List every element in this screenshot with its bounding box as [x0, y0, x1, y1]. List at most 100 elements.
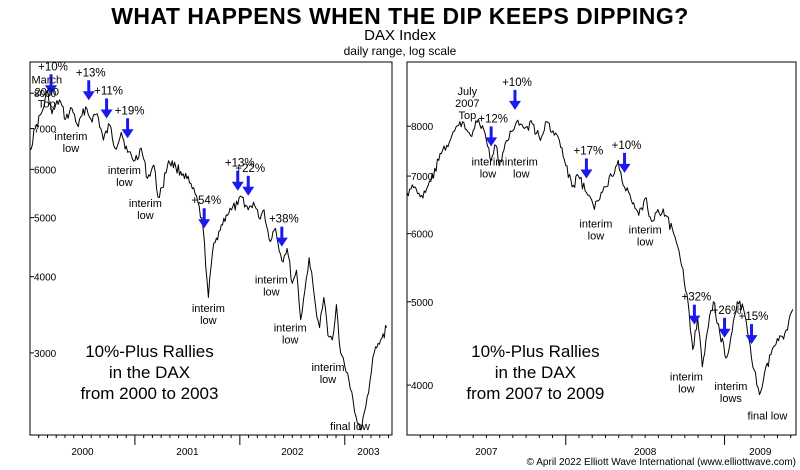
y-tick-label: 4000 — [411, 381, 434, 392]
annotation-line: low — [513, 169, 530, 181]
annotation-line: low — [320, 374, 337, 386]
rally-percent-label: +22% — [235, 163, 265, 175]
chart-subtitle: DAX Index — [364, 27, 436, 44]
rally-arrow: +12% — [478, 113, 508, 147]
rally-percent-label: +10% — [612, 140, 642, 152]
rally-arrow: +10% — [38, 61, 68, 95]
chart-annotation: March 2000 Top — [32, 74, 63, 110]
scale-note: daily range, log scale — [343, 44, 457, 58]
chart-annotation: interim low — [579, 218, 612, 242]
annotation-line: interim — [108, 165, 141, 177]
y-tick-label: 7000 — [34, 125, 57, 136]
annotation-line: lows — [720, 393, 743, 405]
rally-arrowhead — [718, 328, 731, 338]
y-tick-label: 6000 — [34, 165, 57, 176]
chart-title: WHAT HAPPENS WHEN THE DIP KEEPS DIPPING? — [111, 3, 689, 29]
y-tick-label: 8000 — [34, 89, 57, 100]
rally-arrowhead — [100, 109, 113, 119]
caption-line: from 2000 to 2003 — [80, 384, 218, 403]
y-tick-label: 5000 — [34, 214, 57, 225]
annotation-line: interim — [714, 381, 747, 393]
y-tick-label: 7000 — [411, 172, 434, 183]
rally-arrow: +19% — [115, 105, 145, 139]
panel-caption: 10%-Plus Rallies in the DAX from 2000 to 2… — [80, 342, 218, 403]
x-tick-label: 2009 — [749, 447, 772, 458]
rally-arrow: +13% — [76, 67, 106, 101]
caption-line: 10%-Plus Rallies — [85, 342, 214, 361]
chart-annotation: July 2007 Top — [455, 86, 479, 122]
chart-annotation: final low — [748, 410, 788, 422]
rally-arrow: +15% — [739, 311, 768, 345]
caption-line: in the DAX — [109, 363, 190, 382]
chart-annotation: interim lows — [714, 381, 747, 405]
chart-annotation: interim low — [471, 157, 504, 181]
rally-arrowhead — [688, 315, 701, 325]
y-tick-label: 4000 — [34, 273, 57, 284]
chart-annotation: final low — [330, 421, 370, 433]
rally-arrow: +17% — [574, 145, 604, 179]
rally-arrowhead — [580, 169, 593, 179]
x-tick-label: 2003 — [357, 447, 380, 458]
rally-arrowhead — [198, 219, 211, 229]
rally-percent-label: +10% — [502, 77, 532, 89]
annotation-line: March — [32, 74, 63, 86]
rally-arrowhead — [121, 129, 134, 139]
annotation-line: low — [480, 169, 497, 181]
rally-arrow: +26% — [712, 305, 741, 338]
x-tick-label: 2001 — [176, 447, 199, 458]
rally-percent-label: +17% — [574, 145, 604, 157]
x-tick-label: 2007 — [475, 447, 498, 458]
rally-arrowhead — [44, 85, 57, 95]
rally-arrow: +13% — [225, 158, 255, 191]
rally-arrow: +11% — [94, 85, 123, 119]
annotation-line: low — [637, 237, 654, 249]
chart-annotation: interim low — [274, 323, 307, 347]
annotation-line: interim — [311, 362, 344, 374]
dax-2007-2009-panel: 4000 5000 6000 7000 8000 2007 2008 2009 +12% +10%… — [406, 61, 797, 458]
annotation-line: interim — [505, 157, 538, 169]
y-tick-label: 8000 — [411, 122, 434, 133]
chart-annotation: interim low — [255, 274, 288, 298]
annotation-line: interim — [54, 131, 87, 143]
rally-arrowhead — [618, 163, 631, 173]
annotation-line: interim — [274, 323, 307, 335]
annotation-line: final low — [748, 410, 788, 422]
y-tick-label: 6000 — [411, 230, 434, 241]
rally-percent-label: +13% — [225, 158, 255, 170]
rally-percent-label: +10% — [38, 61, 68, 73]
annotation-line: interim — [255, 274, 288, 286]
chart-annotation: interim low — [629, 225, 662, 249]
rally-arrow: +54% — [191, 195, 221, 229]
annotation-line: interim — [579, 218, 612, 230]
rally-arrowhead — [231, 181, 244, 191]
rally-arrowhead — [508, 100, 521, 110]
rally-percent-label: +11% — [94, 85, 123, 97]
y-tick-label: 5000 — [411, 298, 434, 309]
annotation-line: interim — [471, 157, 504, 169]
annotation-line: interim — [192, 303, 225, 315]
rally-percent-label: +32% — [682, 292, 712, 304]
chart-annotation: interim low — [311, 362, 344, 386]
annotation-line: low — [282, 335, 299, 347]
rally-percent-label: +13% — [76, 67, 106, 79]
dax-price-series — [406, 118, 794, 396]
annotation-line: 2000 — [35, 86, 59, 98]
annotation-line: low — [263, 286, 280, 298]
y-tick-label: 3000 — [34, 349, 57, 360]
caption-line: from 2007 to 2009 — [466, 384, 604, 403]
dax-price-series — [29, 91, 388, 431]
rally-percent-label: +54% — [191, 195, 221, 207]
chart-annotation: interim low — [670, 371, 703, 395]
annotation-line: Top — [458, 110, 476, 122]
rally-arrow: +38% — [269, 214, 299, 247]
rally-arrow: +32% — [682, 292, 712, 325]
annotation-line: interim — [129, 198, 162, 210]
annotation-line: interim — [629, 225, 662, 237]
x-tick-label: 2000 — [71, 447, 94, 458]
chart-annotation: interim low — [505, 157, 538, 181]
rally-percent-label: +19% — [115, 105, 145, 117]
x-tick-label: 2002 — [281, 447, 304, 458]
rally-arrow: +22% — [235, 163, 265, 196]
chart-annotation: interim low — [108, 165, 141, 189]
